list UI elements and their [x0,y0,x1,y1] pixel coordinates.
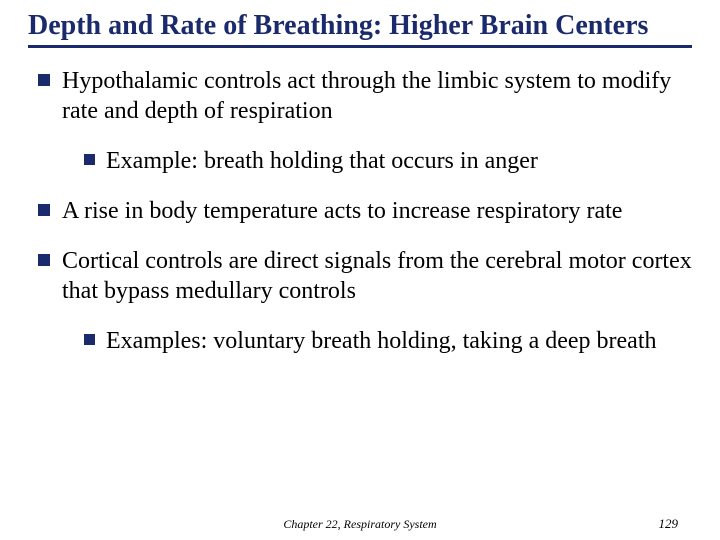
sub-bullet-item: Example: breath holding that occurs in a… [84,146,692,176]
footer-page-number: 129 [659,516,679,532]
slide: Depth and Rate of Breathing: Higher Brai… [0,0,720,540]
bullet-item: A rise in body temperature acts to incre… [38,196,692,226]
footer-chapter: Chapter 22, Respiratory System [0,517,720,532]
sub-bullet-item: Examples: voluntary breath holding, taki… [84,326,692,356]
sub-bullet-text: Example: breath holding that occurs in a… [106,148,538,174]
title-underline: Depth and Rate of Breathing: Higher Brai… [28,8,692,48]
bullet-item: Hypothalamic controls act through the li… [38,66,692,176]
slide-title: Depth and Rate of Breathing: Higher Brai… [28,8,692,43]
bullet-text: Hypothalamic controls act through the li… [62,68,671,124]
bullet-text: A rise in body temperature acts to incre… [62,198,622,224]
bullet-text: Cortical controls are direct signals fro… [62,248,692,304]
bullet-item: Cortical controls are direct signals fro… [38,246,692,356]
sub-bullet-list: Examples: voluntary breath holding, taki… [62,326,692,356]
bullet-list: Hypothalamic controls act through the li… [28,66,692,356]
sub-bullet-list: Example: breath holding that occurs in a… [62,146,692,176]
sub-bullet-text: Examples: voluntary breath holding, taki… [106,328,657,354]
